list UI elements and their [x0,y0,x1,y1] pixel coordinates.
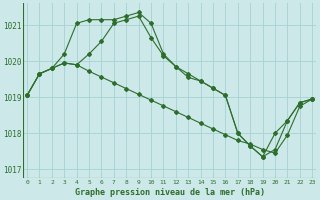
X-axis label: Graphe pression niveau de la mer (hPa): Graphe pression niveau de la mer (hPa) [75,188,265,197]
